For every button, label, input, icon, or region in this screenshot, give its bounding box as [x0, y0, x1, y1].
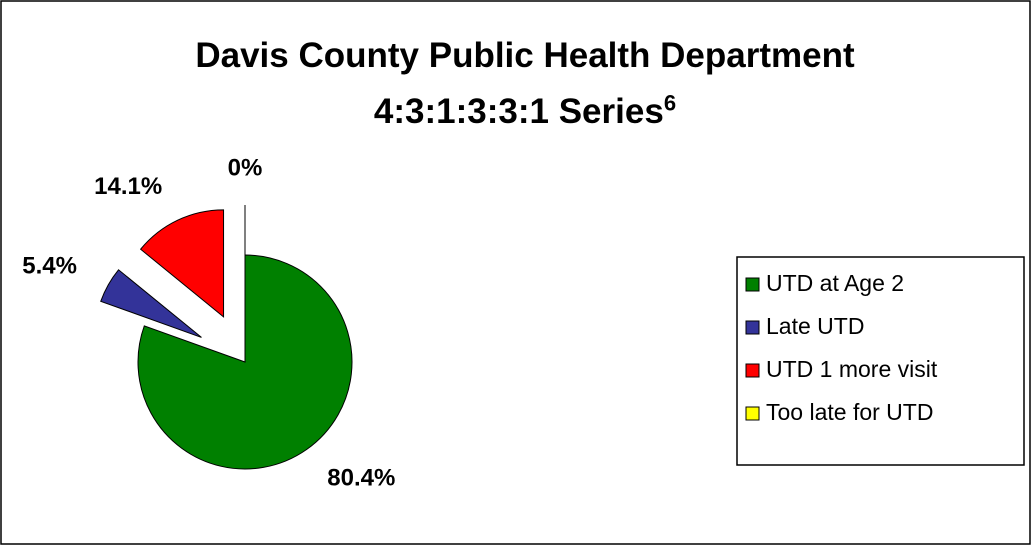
legend-swatch [745, 320, 760, 335]
title-text: Davis County Public Health Department 4:… [195, 36, 855, 131]
legend-swatch [745, 406, 760, 421]
pie-slice [137, 254, 353, 470]
data-label: 0% [228, 154, 263, 181]
legend-swatch [745, 363, 760, 378]
legend-label: Too late for UTD [766, 399, 933, 425]
data-label: 14.1% [94, 173, 162, 200]
legend-box [736, 256, 1025, 466]
pie-slice [139, 209, 225, 318]
legend-label: UTD at Age 2 [766, 270, 904, 296]
legend-label: UTD 1 more visit [766, 356, 938, 382]
legend-swatch [745, 277, 760, 292]
data-label: 5.4% [22, 252, 77, 279]
title-superscript: 6 [663, 90, 677, 116]
chart-title: Davis County Public Health Department 4:… [160, 28, 890, 140]
data-label: 80.4% [327, 464, 395, 491]
legend-label: Late UTD [766, 313, 864, 339]
pie-slice [100, 269, 202, 338]
